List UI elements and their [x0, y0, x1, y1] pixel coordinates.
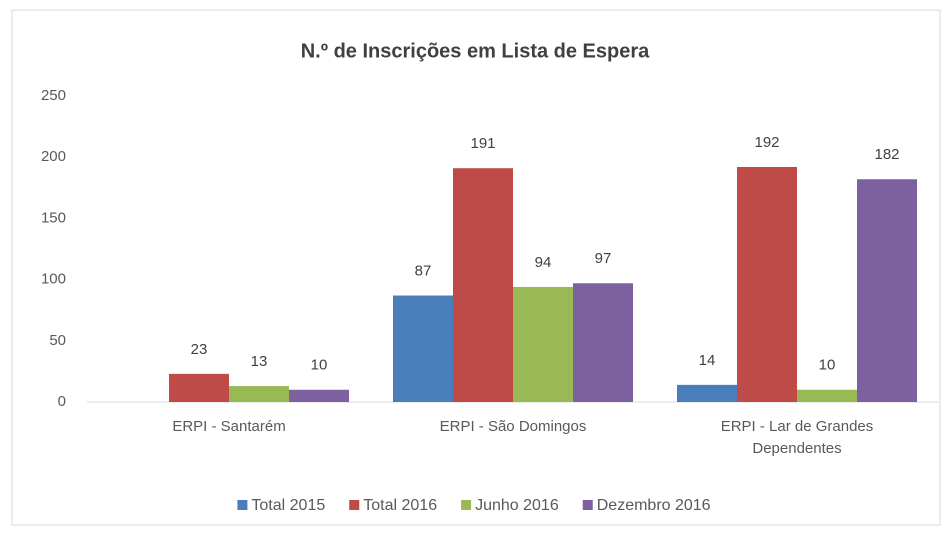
- legend: Total 2015 Total 2016 Junho 2016 Dezembro 2…: [237, 497, 711, 514]
- y-tick-label: 0: [58, 393, 66, 410]
- data-label: 192: [754, 134, 779, 151]
- legend-swatch: [461, 500, 472, 510]
- x-tick-label: ERPI - Lar de Grandes Dependentes: [720, 418, 874, 457]
- data-label: 14: [699, 352, 716, 369]
- y-tick-label: 250: [41, 87, 66, 104]
- legend-swatch: [349, 500, 360, 510]
- bar: [453, 168, 513, 402]
- bar: [393, 295, 453, 402]
- legend-label: Total 2016: [363, 497, 437, 514]
- x-tick-label-box: ERPI - Santarém: [172, 418, 286, 435]
- y-tick-label: 100: [41, 271, 66, 288]
- legend-label: Dezembro 2016: [597, 497, 711, 514]
- data-label: 94: [535, 254, 552, 271]
- data-label: 191: [470, 135, 495, 152]
- data-label: 87: [415, 262, 432, 279]
- data-label: 10: [311, 357, 328, 374]
- bar: [677, 384, 737, 402]
- data-label: 97: [595, 250, 612, 267]
- data-label: 182: [874, 146, 899, 163]
- bar: [229, 386, 289, 402]
- data-label: 13: [251, 353, 268, 370]
- bar: [289, 389, 349, 402]
- x-tick-label-box: ERPI - São Domingos: [439, 418, 587, 435]
- bar: [513, 286, 573, 402]
- data-label: 10: [819, 357, 836, 374]
- legend-swatch: [237, 500, 248, 510]
- chart-title: N.º de Inscrições em Lista de Espera: [301, 40, 650, 62]
- bar: [797, 389, 857, 402]
- x-tick-label: ERPI - São Domingos: [439, 418, 587, 435]
- bar: [857, 179, 917, 402]
- y-tick-label: 150: [41, 209, 66, 226]
- y-tick-label: 50: [49, 332, 66, 349]
- y-tick-label: 200: [41, 148, 66, 165]
- bar: [737, 166, 797, 402]
- bar: [169, 373, 229, 402]
- x-tick-label: ERPI - Santarém: [172, 418, 286, 435]
- x-tick-label-box: ERPI - Lar de Grandes Dependentes: [720, 418, 874, 457]
- legend-label: Total 2015: [251, 497, 325, 514]
- data-label: 23: [191, 341, 208, 358]
- bar: [573, 283, 633, 402]
- legend-label: Junho 2016: [475, 497, 559, 514]
- legend-swatch: [582, 500, 593, 510]
